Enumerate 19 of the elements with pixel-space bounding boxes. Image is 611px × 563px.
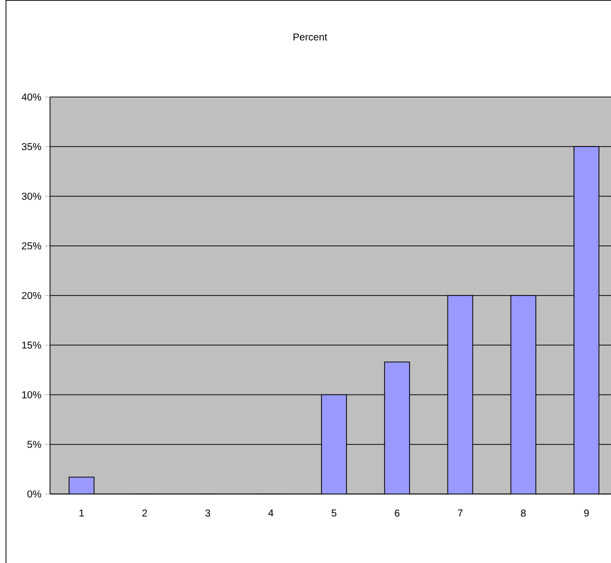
- y-tick-label: 30%: [22, 192, 42, 200]
- x-tick-label: 3: [205, 510, 210, 517]
- x-tick-label: 4: [268, 510, 274, 516]
- y-tick-label: 20%: [22, 292, 42, 300]
- y-tick-label: 35%: [22, 143, 42, 150]
- y-tick-label: 25%: [22, 242, 42, 250]
- y-tick-label: 0%: [27, 490, 42, 498]
- chart-title: Percent: [294, 34, 328, 40]
- x-tick-label: 5: [332, 510, 336, 517]
- x-tick-label: 8: [520, 510, 526, 517]
- x-tick-label: 2: [142, 510, 147, 517]
- x-tick-label: 1: [80, 510, 84, 516]
- x-tick-label: 9: [584, 510, 589, 517]
- y-tick-label: 10%: [22, 391, 42, 398]
- y-tick-label: 5%: [27, 440, 42, 448]
- x-tick-label: 7: [458, 510, 463, 516]
- y-tick-label: 40%: [22, 93, 42, 101]
- x-tick-label: 6: [394, 510, 400, 517]
- y-tick-label: 15%: [22, 342, 42, 349]
